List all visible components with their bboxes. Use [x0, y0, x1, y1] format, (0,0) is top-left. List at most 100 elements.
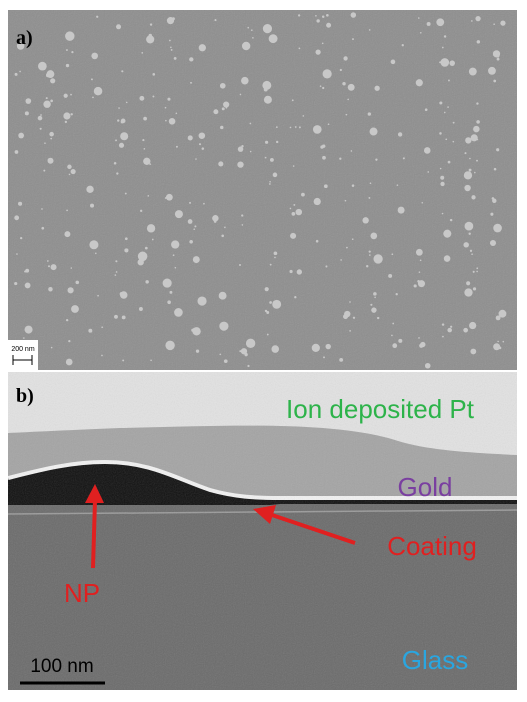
particle — [147, 224, 155, 232]
particle — [67, 165, 71, 169]
particle — [48, 265, 50, 267]
particle — [247, 27, 249, 29]
particle — [115, 139, 117, 141]
particle — [323, 69, 332, 78]
particle — [189, 240, 193, 244]
figure: 200 nm a) b) Ion deposited Pt Gold Coati… — [0, 0, 527, 702]
particle — [241, 77, 249, 85]
particle — [295, 126, 297, 128]
particle — [325, 265, 327, 267]
particle — [469, 68, 477, 76]
particle — [267, 334, 269, 336]
particle — [271, 345, 279, 353]
particle — [326, 23, 331, 28]
particle — [114, 315, 118, 319]
particle — [88, 329, 92, 333]
particle — [272, 300, 281, 309]
particle — [143, 117, 147, 121]
particle — [101, 355, 103, 357]
particle — [63, 112, 70, 119]
particle — [418, 17, 420, 19]
particle — [493, 343, 500, 350]
particle — [419, 271, 421, 273]
particle — [203, 203, 205, 205]
particle — [25, 269, 29, 273]
particle — [149, 34, 152, 37]
particle — [346, 247, 348, 249]
particle — [470, 349, 476, 355]
particle — [117, 119, 119, 121]
particle — [193, 256, 200, 263]
annotation: Glass — [402, 645, 468, 675]
particle — [139, 96, 144, 101]
particle — [121, 119, 126, 124]
particle — [199, 143, 201, 145]
particle — [49, 132, 54, 137]
particle — [322, 16, 324, 18]
particle — [50, 100, 53, 103]
particle — [222, 107, 225, 110]
particle — [86, 186, 93, 193]
particle — [90, 204, 94, 208]
particle — [328, 123, 330, 125]
particle — [326, 344, 331, 349]
particle — [214, 19, 216, 21]
annotation: Coating — [387, 531, 477, 561]
particle — [322, 87, 324, 89]
particle — [175, 210, 183, 218]
particle — [176, 146, 178, 148]
particle — [145, 280, 148, 283]
particle — [374, 130, 376, 132]
particle — [425, 108, 428, 111]
particle — [388, 274, 392, 278]
particle — [436, 18, 444, 26]
particle — [398, 339, 402, 343]
particle — [169, 40, 171, 42]
particle — [124, 248, 128, 252]
particle — [343, 56, 347, 60]
particle — [23, 337, 25, 339]
particle — [424, 147, 431, 154]
particle — [276, 141, 278, 143]
particle — [396, 293, 398, 295]
particle — [301, 193, 305, 197]
particle — [297, 269, 302, 274]
particle — [476, 160, 478, 162]
particle — [15, 150, 19, 154]
particle — [368, 197, 370, 199]
particle — [323, 356, 325, 358]
particle — [340, 259, 342, 261]
particle — [126, 102, 128, 104]
particle — [213, 109, 218, 114]
particle — [290, 208, 292, 210]
particle — [290, 233, 296, 239]
particle — [326, 14, 329, 17]
particle — [250, 151, 252, 153]
particle — [292, 99, 294, 101]
particle — [312, 344, 320, 352]
particle — [290, 127, 292, 129]
particle — [263, 24, 272, 33]
particle — [440, 168, 442, 170]
particle — [94, 87, 102, 95]
particle — [502, 341, 504, 343]
particle — [40, 128, 42, 130]
particle — [66, 64, 69, 67]
particle — [176, 112, 178, 114]
particle — [264, 96, 272, 104]
particle — [122, 315, 126, 319]
scale-bar-label: 100 nm — [30, 656, 93, 677]
particle — [443, 230, 451, 238]
particle — [199, 44, 206, 51]
particle — [66, 319, 68, 321]
particle — [370, 233, 377, 240]
particle — [464, 288, 472, 296]
particle — [402, 44, 404, 46]
particle — [14, 282, 17, 285]
particle — [294, 296, 296, 298]
particle — [145, 247, 148, 250]
particle — [440, 58, 449, 67]
particle — [43, 170, 45, 172]
particle — [170, 46, 172, 48]
particle — [299, 48, 301, 50]
